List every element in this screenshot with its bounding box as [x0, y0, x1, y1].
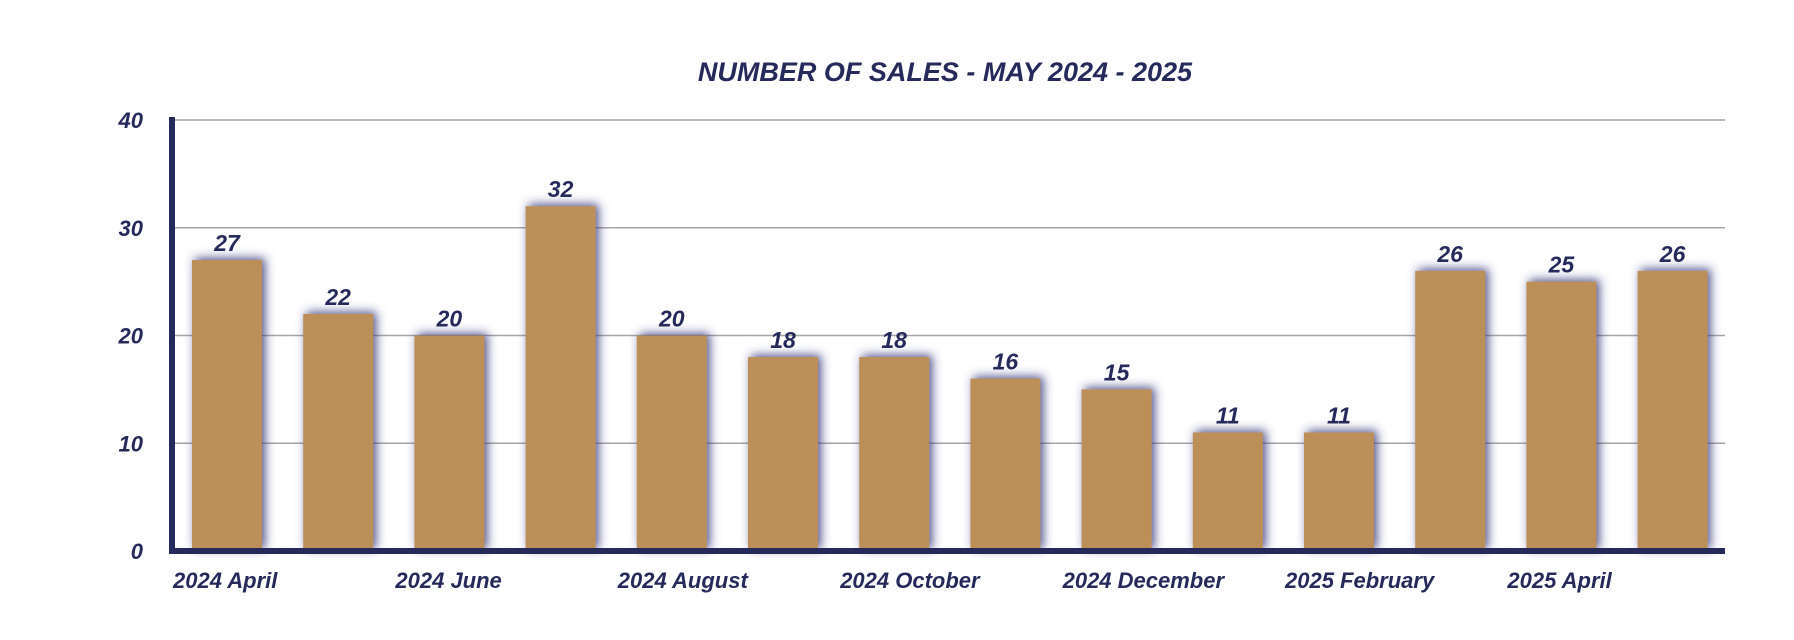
- bar: [1081, 389, 1152, 551]
- bar: [970, 378, 1041, 551]
- data-label: 26: [1659, 241, 1686, 267]
- bar: [1192, 432, 1263, 551]
- x-tick-label: 2024 April: [172, 568, 278, 593]
- bar: [1304, 432, 1374, 551]
- x-tick-label: 2024 August: [617, 568, 750, 593]
- y-tick-label: 10: [119, 431, 144, 456]
- bar: [1526, 281, 1597, 551]
- data-label: 11: [1327, 402, 1351, 428]
- bar: [1415, 270, 1486, 551]
- bar: [859, 357, 930, 551]
- x-axis-tick-labels: 2024 April 2024 June 2024 August 2024 Octob…: [172, 568, 1613, 593]
- bars: [192, 206, 1708, 551]
- y-axis-tick-labels: 0 10 20 30 40: [118, 108, 144, 564]
- bar: [303, 313, 374, 551]
- data-label: 18: [881, 327, 907, 353]
- data-label: 27: [213, 230, 241, 256]
- bar: [192, 260, 262, 551]
- bar: [1637, 270, 1708, 551]
- data-label: 26: [1436, 241, 1463, 267]
- bar: [414, 335, 485, 551]
- bar: [636, 335, 707, 551]
- bar: [525, 206, 596, 551]
- x-tick-label: 2024 October: [839, 568, 981, 593]
- data-label: 22: [324, 284, 351, 310]
- chart-title: NUMBER OF SALES - MAY 2024 - 2025: [698, 57, 1193, 87]
- x-tick-label: 2025 February: [1284, 568, 1436, 593]
- y-tick-label: 20: [118, 324, 144, 349]
- data-label: 16: [993, 349, 1019, 375]
- data-labels: 27 22 20 32 20 18 18 16 15 11 11 26 25 26: [213, 176, 1685, 428]
- x-tick-label: 2025 April: [1506, 568, 1612, 593]
- axes: [169, 117, 1725, 554]
- x-tick-label: 2024 June: [394, 568, 501, 593]
- data-label: 15: [1104, 359, 1131, 385]
- y-tick-label: 40: [118, 108, 144, 133]
- y-tick-label: 30: [119, 216, 144, 241]
- x-tick-label: 2024 December: [1062, 568, 1226, 593]
- gridlines: [172, 119, 1725, 444]
- data-label: 11: [1216, 402, 1240, 428]
- data-label: 20: [658, 306, 685, 332]
- data-label: 20: [436, 306, 463, 332]
- y-tick-label: 0: [131, 539, 144, 564]
- bar: [748, 357, 818, 551]
- data-label: 18: [770, 327, 796, 353]
- data-label: 32: [548, 176, 574, 202]
- data-label: 25: [1548, 252, 1576, 278]
